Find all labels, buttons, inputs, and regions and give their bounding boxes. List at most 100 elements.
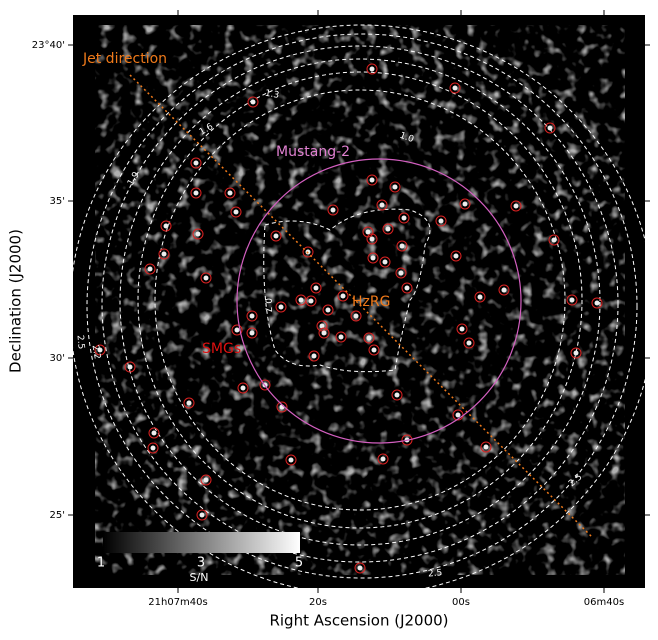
smgs-label: SMGs bbox=[202, 341, 241, 357]
source-marker bbox=[224, 187, 236, 199]
contour-label: 2.5 bbox=[428, 568, 443, 579]
source bbox=[234, 327, 240, 333]
source-marker bbox=[566, 294, 578, 306]
source-marker bbox=[160, 220, 172, 232]
source-marker bbox=[335, 331, 347, 343]
source-marker bbox=[474, 291, 486, 303]
source-marker bbox=[148, 427, 160, 439]
source bbox=[594, 300, 600, 306]
source bbox=[340, 293, 346, 299]
y-tick-label: 23°40' bbox=[32, 40, 65, 51]
hzrg-label: HzRG bbox=[352, 294, 390, 310]
source-marker bbox=[237, 382, 249, 394]
colorbar-tick: 1 bbox=[97, 556, 105, 571]
source bbox=[319, 323, 325, 329]
x-axis-label: Right Ascension (J2000) bbox=[269, 612, 448, 630]
jet-label: Jet direction bbox=[82, 51, 167, 67]
source bbox=[249, 313, 255, 319]
source bbox=[404, 285, 410, 291]
source bbox=[203, 275, 209, 281]
source-marker bbox=[379, 256, 391, 268]
source-marker bbox=[270, 230, 282, 242]
source bbox=[369, 66, 375, 72]
source-marker bbox=[498, 284, 510, 296]
source bbox=[401, 215, 407, 221]
source-marker bbox=[401, 434, 413, 446]
source bbox=[193, 160, 199, 166]
source bbox=[365, 229, 371, 235]
source bbox=[385, 226, 391, 232]
source-marker bbox=[389, 181, 401, 193]
source-marker bbox=[459, 198, 471, 210]
source bbox=[371, 347, 377, 353]
contour-label: 2.2 bbox=[90, 344, 102, 360]
source bbox=[288, 457, 294, 463]
x-tick-label: 21h07m40s bbox=[148, 597, 207, 608]
source-marker bbox=[480, 441, 492, 453]
source bbox=[147, 266, 153, 272]
source-marker bbox=[366, 63, 378, 75]
source bbox=[369, 177, 375, 183]
source-marker bbox=[246, 327, 258, 339]
source bbox=[459, 326, 465, 332]
contour-label: 2.5 bbox=[75, 335, 86, 350]
source bbox=[308, 298, 314, 304]
source-marker bbox=[247, 96, 259, 108]
source bbox=[501, 287, 507, 293]
source bbox=[151, 430, 157, 436]
source-marker bbox=[376, 199, 388, 211]
source-marker bbox=[548, 234, 560, 246]
source-marker bbox=[322, 304, 334, 316]
source-marker bbox=[327, 204, 339, 216]
source bbox=[398, 270, 404, 276]
source bbox=[193, 190, 199, 196]
source bbox=[513, 203, 519, 209]
source bbox=[547, 125, 553, 131]
source-marker bbox=[591, 297, 603, 309]
source-marker bbox=[354, 562, 366, 574]
source-marker bbox=[449, 82, 461, 94]
source-marker bbox=[316, 320, 328, 332]
source-marker bbox=[382, 223, 394, 235]
source bbox=[127, 364, 133, 370]
source-marker bbox=[305, 295, 317, 307]
x-tick-label: 00s bbox=[452, 597, 470, 608]
source bbox=[573, 350, 579, 356]
contour-label: 1.0 bbox=[398, 131, 415, 145]
source-marker bbox=[259, 379, 271, 391]
colorbar bbox=[103, 532, 300, 553]
source-marker bbox=[230, 206, 242, 218]
source-marker bbox=[318, 327, 330, 339]
x-tick-label: 20s bbox=[309, 597, 327, 608]
source bbox=[227, 190, 233, 196]
source bbox=[186, 400, 192, 406]
source bbox=[483, 444, 489, 450]
source-marker bbox=[190, 157, 202, 169]
source bbox=[298, 297, 304, 303]
colorbar-tick: 3 bbox=[197, 556, 205, 571]
source bbox=[249, 330, 255, 336]
source-marker bbox=[398, 212, 410, 224]
source bbox=[366, 335, 372, 341]
source-marker bbox=[183, 397, 195, 409]
source-marker bbox=[450, 250, 462, 262]
contour-label: 1.3 bbox=[264, 89, 280, 101]
source bbox=[199, 512, 205, 518]
source bbox=[455, 412, 461, 418]
source-marker bbox=[368, 344, 380, 356]
source-marker bbox=[302, 246, 314, 258]
source bbox=[369, 236, 375, 242]
source bbox=[325, 307, 331, 313]
source bbox=[233, 209, 239, 215]
source bbox=[357, 565, 363, 571]
source-marker bbox=[367, 252, 379, 264]
source bbox=[392, 184, 398, 190]
source bbox=[338, 334, 344, 340]
contour-label: 0.7 bbox=[263, 298, 273, 312]
source-marker bbox=[391, 389, 403, 401]
source-marker bbox=[350, 310, 362, 322]
source bbox=[462, 201, 468, 207]
source-marker bbox=[144, 263, 156, 275]
y-tick-label: 35' bbox=[50, 196, 65, 207]
contours bbox=[73, 24, 645, 588]
